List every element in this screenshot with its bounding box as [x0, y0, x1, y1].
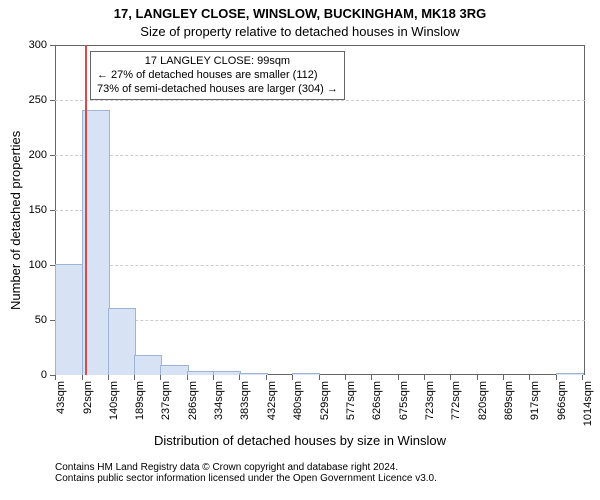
x-tick-label: 237sqm — [160, 381, 172, 420]
x-tick-label: 723sqm — [424, 381, 436, 420]
y-tick-label: 200 — [29, 149, 47, 161]
x-tick-label: 140sqm — [108, 381, 120, 420]
x-tick-mark — [55, 375, 56, 380]
x-tick-label: 966sqm — [556, 381, 568, 420]
x-tick-mark — [450, 375, 451, 380]
annotation-line: ← 27% of detached houses are smaller (11… — [97, 69, 338, 83]
x-axis-label: Distribution of detached houses by size … — [0, 433, 600, 448]
x-tick-label: 334sqm — [213, 381, 225, 420]
x-tick-label: 432sqm — [266, 381, 278, 420]
x-tick-label: 480sqm — [292, 381, 304, 420]
x-tick-label: 917sqm — [529, 381, 541, 420]
x-tick-label: 772sqm — [450, 381, 462, 420]
x-tick-mark — [371, 375, 372, 380]
x-tick-mark — [187, 375, 188, 380]
histogram-bar — [108, 308, 136, 375]
y-tick-mark — [50, 155, 55, 156]
chart-container: 17, LANGLEY CLOSE, WINSLOW, BUCKINGHAM, … — [0, 0, 600, 500]
annotation-line: 73% of semi-detached houses are larger (… — [97, 83, 338, 97]
y-tick-label: 150 — [29, 204, 47, 216]
y-axis-label: Number of detached properties — [8, 131, 23, 310]
property-size-marker — [85, 45, 87, 375]
histogram-bar — [213, 371, 241, 375]
x-tick-label: 529sqm — [319, 381, 331, 420]
x-tick-mark — [529, 375, 530, 380]
x-tick-mark — [213, 375, 214, 380]
x-tick-mark — [134, 375, 135, 380]
y-tick-mark — [50, 210, 55, 211]
x-tick-label: 626sqm — [371, 381, 383, 420]
annotation-box: 17 LANGLEY CLOSE: 99sqm← 27% of detached… — [90, 51, 345, 100]
x-tick-mark — [319, 375, 320, 380]
grid-line — [55, 155, 585, 156]
histogram-bar — [55, 264, 83, 375]
y-tick-label: 100 — [29, 259, 47, 271]
histogram-bar — [239, 373, 267, 375]
x-tick-label: 43sqm — [55, 381, 67, 414]
grid-line — [55, 210, 585, 211]
y-tick-mark — [50, 45, 55, 46]
x-tick-label: 92sqm — [82, 381, 94, 414]
x-tick-label: 820sqm — [477, 381, 489, 420]
y-tick-label: 50 — [35, 314, 47, 326]
x-tick-label: 383sqm — [239, 381, 251, 420]
histogram-bar — [134, 355, 162, 375]
grid-line — [55, 265, 585, 266]
y-tick-label: 300 — [29, 39, 47, 51]
x-tick-label: 1014sqm — [582, 381, 594, 426]
y-tick-label: 0 — [41, 369, 47, 381]
chart-title-line2: Size of property relative to detached ho… — [0, 24, 600, 39]
y-tick-mark — [50, 100, 55, 101]
x-tick-label: 286sqm — [187, 381, 199, 420]
chart-title-line1: 17, LANGLEY CLOSE, WINSLOW, BUCKINGHAM, … — [0, 6, 600, 21]
footer-line: Contains public sector information licen… — [0, 473, 600, 484]
x-tick-label: 869sqm — [503, 381, 515, 420]
x-tick-mark — [477, 375, 478, 380]
x-tick-mark — [239, 375, 240, 380]
x-tick-mark — [345, 375, 346, 380]
footer-line: Contains HM Land Registry data © Crown c… — [0, 462, 600, 473]
x-tick-mark — [582, 375, 583, 380]
y-tick-label: 250 — [29, 94, 47, 106]
histogram-bar — [556, 373, 584, 375]
x-tick-mark — [556, 375, 557, 380]
annotation-line: 17 LANGLEY CLOSE: 99sqm — [97, 55, 338, 69]
histogram-bar — [292, 373, 320, 375]
x-tick-label: 189sqm — [134, 381, 146, 420]
x-tick-label: 577sqm — [345, 381, 357, 420]
plot-area: 05010015020025030043sqm92sqm140sqm189sqm… — [55, 45, 585, 375]
x-tick-mark — [108, 375, 109, 380]
x-tick-mark — [292, 375, 293, 380]
footer-attribution: Contains HM Land Registry data © Crown c… — [0, 462, 600, 484]
histogram-bar — [187, 371, 215, 375]
histogram-bar — [160, 365, 188, 375]
x-tick-mark — [266, 375, 267, 380]
x-tick-mark — [503, 375, 504, 380]
x-tick-mark — [160, 375, 161, 380]
x-tick-label: 675sqm — [398, 381, 410, 420]
x-tick-mark — [82, 375, 83, 380]
x-tick-mark — [424, 375, 425, 380]
x-tick-mark — [398, 375, 399, 380]
